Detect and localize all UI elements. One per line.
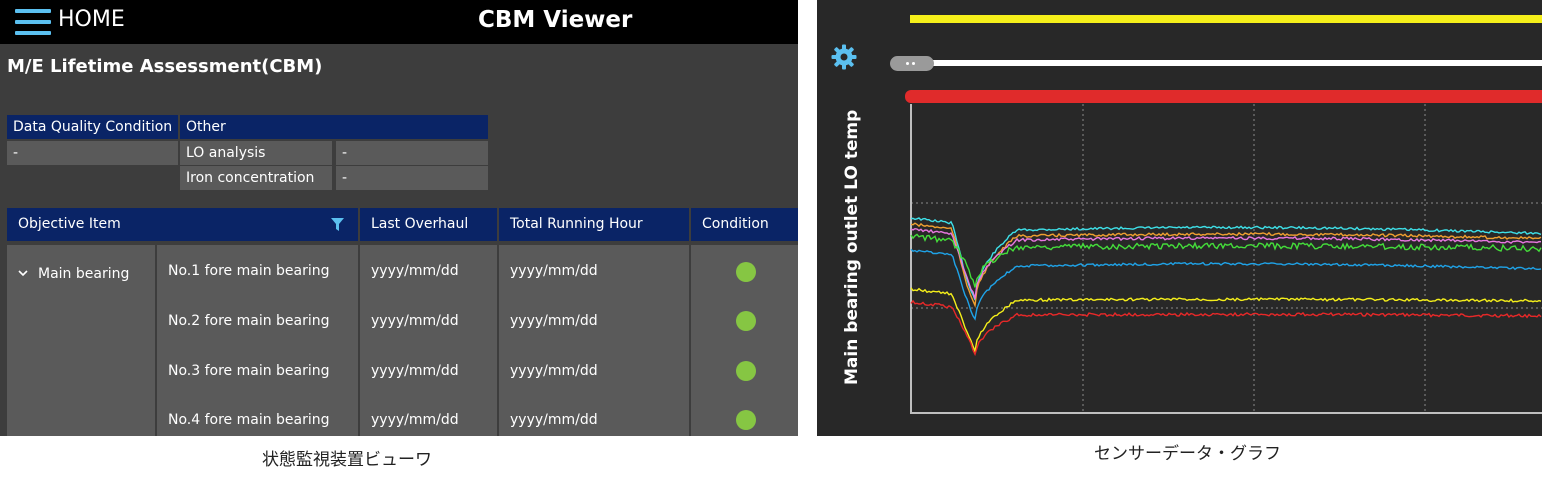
group-cell bbox=[7, 245, 155, 436]
lo-analysis-label: LO analysis bbox=[180, 141, 332, 165]
range-slider-handle[interactable] bbox=[890, 56, 934, 71]
sensor-line-chart bbox=[905, 15, 1542, 414]
caption-left: 状態監視装置ビューワ bbox=[262, 450, 432, 470]
chevron-down-icon[interactable] bbox=[18, 270, 28, 277]
sensor-series-line bbox=[910, 248, 1542, 321]
sensor-series-line bbox=[910, 287, 1542, 354]
red-range-bar[interactable] bbox=[905, 90, 1542, 103]
white-range-bar[interactable] bbox=[917, 60, 1542, 66]
table-row-overhaul: yyyy/mm/dd bbox=[371, 263, 459, 279]
table-row-running: yyyy/mm/dd bbox=[510, 363, 598, 379]
sensor-graph-screen: Main bearing outlet LO temp bbox=[817, 0, 1542, 436]
column-header-objective-label: Objective Item bbox=[18, 216, 121, 232]
caption-right: センサーデータ・グラフ bbox=[1094, 444, 1281, 464]
column-header-total-running-hour[interactable]: Total Running Hour bbox=[499, 208, 689, 241]
iron-concentration-value: - bbox=[336, 166, 488, 190]
table-row-running: yyyy/mm/dd bbox=[510, 412, 598, 428]
top-bar: HOME CBM Viewer bbox=[0, 0, 798, 44]
table-row-item[interactable]: No.4 fore main bearing bbox=[168, 412, 330, 428]
sensor-series-line bbox=[910, 227, 1542, 299]
data-quality-header: Data Quality Condition bbox=[7, 115, 178, 139]
table-row-overhaul: yyyy/mm/dd bbox=[371, 313, 459, 329]
condition-status-dot bbox=[736, 410, 756, 430]
sensor-series-line bbox=[910, 217, 1542, 301]
condition-status-dot bbox=[736, 361, 756, 381]
cbm-viewer-screen: HOME CBM Viewer M/E Lifetime Assessment(… bbox=[0, 0, 798, 436]
overhaul-column bbox=[360, 245, 497, 436]
table-row-item[interactable]: No.1 fore main bearing bbox=[168, 263, 330, 279]
y-axis-label: Main bearing outlet LO temp bbox=[842, 109, 862, 385]
table-row-running: yyyy/mm/dd bbox=[510, 263, 598, 279]
column-header-last-overhaul[interactable]: Last Overhaul bbox=[360, 208, 497, 241]
table-row-overhaul: yyyy/mm/dd bbox=[371, 363, 459, 379]
data-quality-value: - bbox=[7, 141, 178, 165]
filter-icon[interactable] bbox=[331, 218, 344, 232]
yellow-range-bar[interactable] bbox=[910, 15, 1542, 23]
hamburger-menu-icon[interactable] bbox=[15, 9, 51, 35]
table-row-overhaul: yyyy/mm/dd bbox=[371, 412, 459, 428]
running-column bbox=[499, 245, 689, 436]
sensor-series-line bbox=[910, 233, 1542, 288]
condition-status-dot bbox=[736, 262, 756, 282]
condition-status-dot bbox=[736, 311, 756, 331]
home-link[interactable]: HOME bbox=[58, 7, 125, 32]
item-column bbox=[157, 245, 358, 436]
sensor-series-line bbox=[910, 299, 1542, 357]
table-row-item[interactable]: No.3 fore main bearing bbox=[168, 363, 330, 379]
group-label-main-bearing[interactable]: Main bearing bbox=[38, 266, 130, 282]
sensor-series-line bbox=[910, 222, 1542, 309]
other-header: Other bbox=[180, 115, 488, 139]
column-header-objective-item[interactable]: Objective Item bbox=[7, 208, 358, 241]
app-title: CBM Viewer bbox=[478, 7, 633, 33]
gear-icon[interactable] bbox=[831, 44, 857, 70]
iron-concentration-label: Iron concentration bbox=[180, 166, 332, 190]
lo-analysis-value: - bbox=[336, 141, 488, 165]
table-row-item[interactable]: No.2 fore main bearing bbox=[168, 313, 330, 329]
column-header-condition[interactable]: Condition bbox=[691, 208, 798, 241]
page-title: M/E Lifetime Assessment(CBM) bbox=[7, 56, 323, 77]
table-row-running: yyyy/mm/dd bbox=[510, 313, 598, 329]
